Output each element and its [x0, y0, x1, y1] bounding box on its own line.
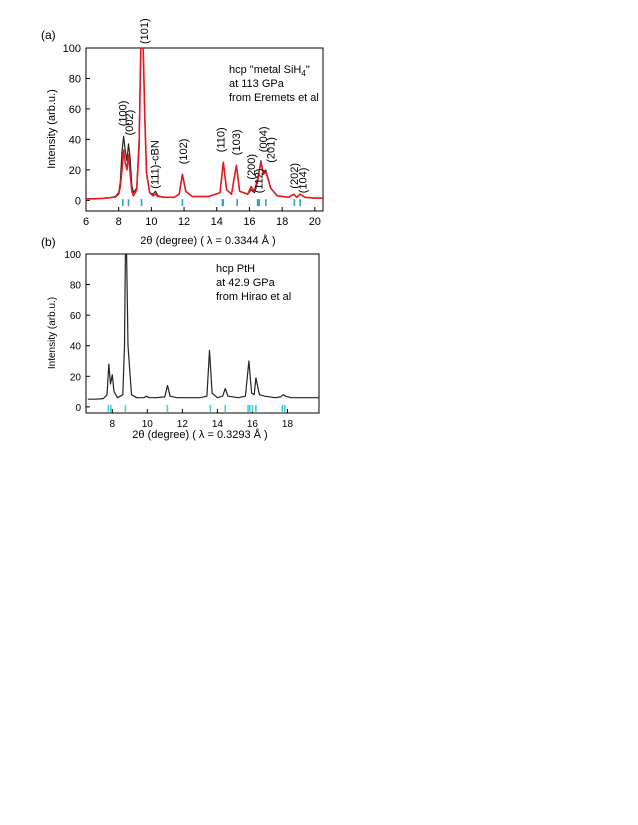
peak-label: (110)	[216, 127, 228, 152]
peak-label: (202)	[289, 163, 301, 189]
x-tick-label: 14	[212, 419, 224, 430]
panel-a-y-axis-label: Intensity (arb.u.)	[46, 89, 58, 168]
y-tick-label: 20	[70, 372, 82, 383]
x-tick-label: 6	[83, 216, 89, 228]
panel-a-series	[86, 48, 323, 200]
peak-label: (111)-cBN	[150, 140, 162, 189]
y-tick-label: 100	[63, 43, 81, 55]
y-tick-label: 40	[69, 134, 81, 146]
x-tick-label: 18	[276, 216, 288, 228]
panel-a-label: (a)	[41, 28, 56, 42]
panel-a-annotation-line-2: at 113 GPa	[229, 78, 285, 90]
peak-label: (104)	[297, 168, 309, 194]
peak-label: (002)	[124, 110, 136, 136]
x-tick-label: 14	[211, 216, 223, 228]
x-tick-label: 10	[142, 419, 154, 430]
peak-label: (103)	[231, 130, 243, 156]
y-tick-label: 80	[70, 281, 82, 292]
panel-b-annotation-line-3: from Hirao et al	[216, 291, 291, 303]
panel-a-peak-labels: (100)(002)(101)(111)-cBN (102) (110) (103)(…	[118, 18, 310, 193]
x-tick-label: 12	[178, 216, 190, 228]
peak-label: (101)	[139, 18, 151, 44]
panel-a-reflection-markers	[121, 199, 301, 207]
y-tick-label: 20	[69, 165, 81, 177]
peak-label: (100)	[118, 101, 130, 127]
peak-label: (201)	[266, 137, 278, 163]
peak-label: (102)	[178, 139, 190, 165]
panel-b-x-axis-label: 2θ (degree) ( λ = 0.3293 Å )	[132, 428, 267, 441]
y-tick-label: 0	[75, 195, 81, 207]
subscript-4: 4	[301, 69, 306, 78]
panel-a-x-axis-label: 2θ (degree) ( λ = 0.3344 Å )	[140, 234, 275, 247]
x-tick-label: 10	[145, 216, 157, 228]
y-tick-label: 80	[69, 73, 81, 85]
panel-a-annotation-line-1: hcp "metal SiH4"	[229, 64, 310, 78]
panel-b-annotation-line-2: at 42.9 GPa	[216, 277, 276, 289]
x-tick-label: 18	[282, 419, 294, 430]
panel-b-annotation-line-1: hcp PtH	[216, 263, 255, 275]
panel-b-y-axis-label: Intensity (arb.u.)	[47, 297, 58, 369]
panel-b-y-ticks: 0 20 40 60 80 100	[64, 250, 90, 414]
peak-label: (112)	[253, 168, 265, 193]
peak-label: (200)	[246, 154, 258, 180]
panel-a-plot-frame	[85, 47, 324, 212]
series-line-1	[87, 254, 319, 400]
panel-a-x-ticks: 6 8 10 12 14 16 18 20	[83, 207, 321, 228]
panel-a-annotation-line-3: from Eremets et al	[229, 92, 319, 104]
series-line-2	[86, 48, 323, 200]
y-tick-label: 100	[64, 250, 81, 261]
x-tick-label: 16	[243, 216, 255, 228]
panel-a-y-ticks: 0 20 40 60 80 100	[63, 43, 90, 207]
x-tick-label: 8	[109, 419, 115, 430]
panel-b-x-ticks: 8 10 12 14 16 18	[109, 409, 293, 430]
y-tick-label: 40	[70, 342, 82, 353]
x-tick-label: 16	[247, 419, 259, 430]
panel-b-label: (b)	[41, 235, 56, 249]
panel-b-plot-frame	[85, 253, 320, 414]
peak-label: (004)	[258, 127, 270, 153]
y-tick-label: 60	[70, 311, 82, 322]
panel-b-series	[87, 254, 319, 400]
y-tick-label: 0	[75, 403, 81, 414]
panel-b-reflection-markers	[107, 404, 286, 412]
y-tick-label: 60	[69, 104, 81, 116]
x-tick-label: 20	[309, 216, 321, 228]
panel-b-chart: (b) 8 10 12 14 16 18 0 20 40 60 80 100 hcp PtH at …	[41, 235, 320, 441]
x-tick-label: 8	[116, 216, 122, 228]
x-tick-label: 12	[177, 419, 189, 430]
